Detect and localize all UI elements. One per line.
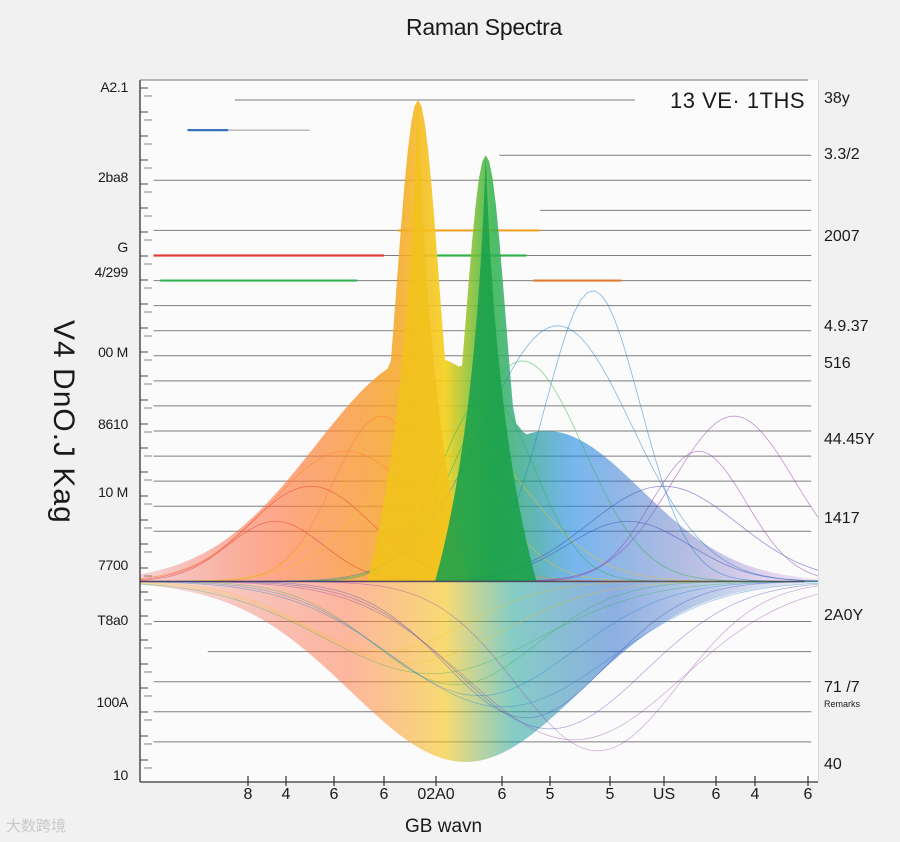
y-tick-left: 4/299 [94,264,128,280]
spectrum-trace-lower [139,581,819,708]
spectrum-trace-lower [139,581,819,741]
y-axis-label: V4 DnO.J Kag [47,320,80,524]
legend-text: 13 VE· 1THS [670,88,806,113]
spectrum-lower-area [140,581,818,762]
x-tick: 5 [605,786,615,803]
y-tick-left: 7700 [98,557,128,573]
x-tick: US [652,786,676,803]
y-tick-left: G [117,239,128,255]
y-tick-left: 10 M [98,484,128,500]
x-tick: 6 [329,786,339,803]
spectrum-trace-lower [139,581,819,730]
y-tick-right: 516 [824,355,851,372]
spectrum-trace-lower [139,581,819,685]
y-tick-right: 71 /7 [824,679,860,696]
y-tick-right: 44.45Y [824,431,875,448]
y-tick-right: 38y [824,90,850,107]
y-tick-right: 1417 [824,510,860,527]
x-tick: 4 [750,786,760,803]
y-tick-left: 2ba8 [98,169,128,185]
x-tick: 6 [379,786,389,803]
y-tick-left: A2.1 [100,79,128,95]
y-tick-right: 2007 [824,228,860,245]
green-peak [435,155,537,582]
y-tick-left: 100A [96,694,129,710]
y-tick-left: 00 M [98,344,128,360]
watermark: 大数跨境 [6,818,67,835]
spectrum-trace-lower [139,581,819,697]
yellow-peak [367,100,469,582]
x-tick: 6 [711,786,721,803]
y-tick-left: 8610 [98,416,128,432]
y-tick-right: 40 [824,756,842,773]
y-tick-left: T8a0 [97,612,128,628]
x-tick: 4 [281,786,291,803]
spectrum-trace-lower [139,581,819,675]
x-tick: 5 [545,786,555,803]
y-tick-left: 10 [113,767,128,783]
x-tick: 8 [243,786,253,803]
y-tick-right: Remarks [824,699,861,709]
x-tick: 02A0 [417,786,455,803]
x-axis-label: GB wavn [405,816,483,837]
x-tick: 6 [803,786,813,803]
y-tick-right: 4.9.37 [824,318,869,335]
y-tick-right: 2A0Y [824,607,864,624]
chart-title: Raman Spectra [406,14,562,40]
x-tick: 6 [497,786,507,803]
y-tick-right: 3.3/2 [824,146,860,163]
